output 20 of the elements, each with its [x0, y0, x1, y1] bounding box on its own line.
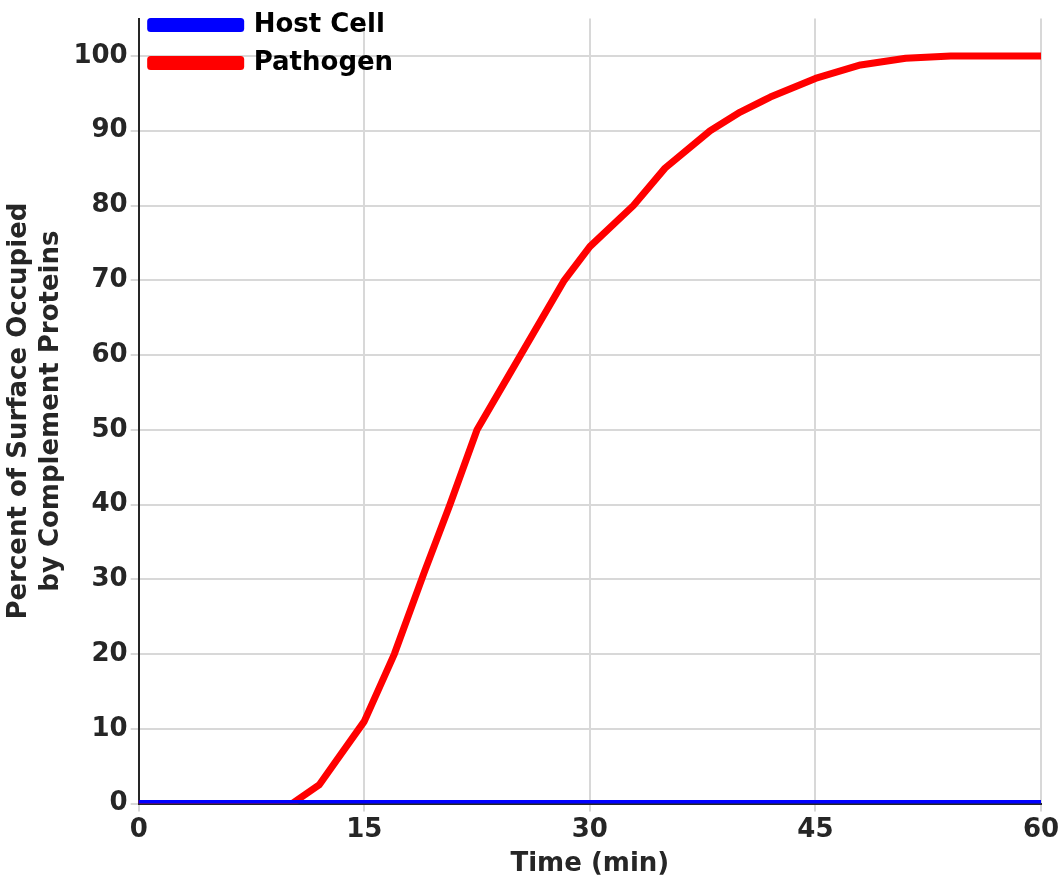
y-tick-label: 30: [91, 562, 128, 593]
x-tick-label: 0: [129, 812, 148, 843]
x-axis-title: Time (min): [510, 847, 670, 878]
y-tick-label: 50: [91, 412, 128, 443]
legend-label: Pathogen: [253, 45, 394, 76]
y-tick-label: 20: [91, 636, 128, 667]
x-tick-label: 30: [571, 812, 608, 843]
y-tick-label: 90: [91, 113, 128, 144]
y-tick-label: 40: [91, 487, 128, 518]
y-tick-label: 0: [109, 786, 128, 817]
y-tick-label: 80: [91, 188, 128, 219]
x-tick-label: 15: [346, 812, 383, 843]
y-tick-label: 70: [91, 263, 128, 294]
legend-label: Host Cell: [253, 7, 385, 38]
x-tick-label: 45: [797, 812, 834, 843]
y-tick-label: 100: [73, 38, 128, 69]
y-axis-title: Percent of Surface Occupied by Complement Proteins: [2, 202, 64, 620]
y-tick-label: 60: [91, 337, 128, 368]
y-tick-label: 10: [91, 711, 128, 742]
x-tick-label: 60: [1022, 812, 1060, 843]
